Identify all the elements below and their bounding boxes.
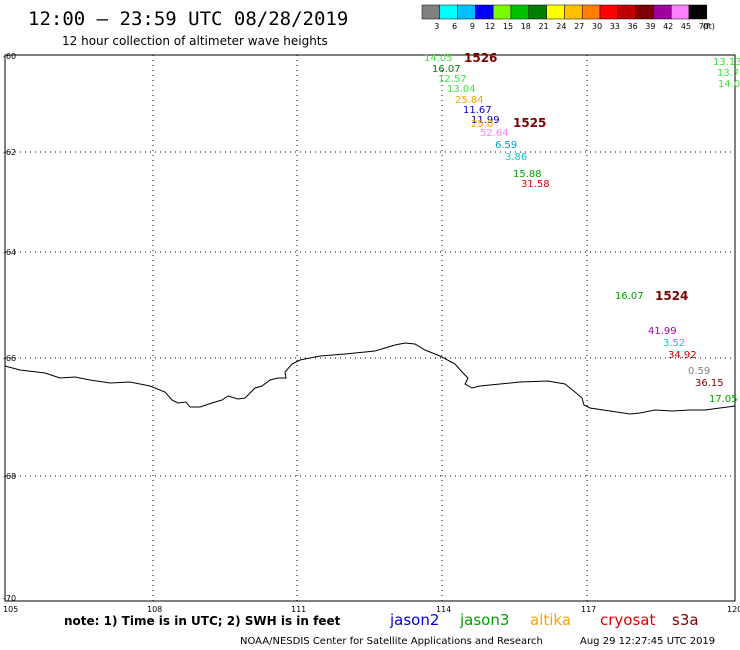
- legend-swatch: [617, 4, 636, 20]
- swh-value: 13.13: [713, 57, 740, 68]
- legend-label: 24: [556, 22, 566, 31]
- lon-label: 117: [581, 605, 596, 614]
- swh-value: 11.67: [463, 105, 492, 116]
- swh-value: 14.05: [424, 53, 453, 64]
- track-number: 1524: [655, 289, 688, 303]
- legend-swatch: [635, 4, 654, 20]
- swh-value: 3.86: [505, 152, 527, 163]
- lon-label: 120: [727, 605, 740, 614]
- swh-value: 36.15: [695, 378, 724, 389]
- satellite-cryosat: cryosat: [600, 611, 655, 629]
- map-title: 12:00 – 23:59 UTC 08/28/2019: [28, 8, 348, 30]
- legend-swatch: [599, 4, 619, 20]
- legend-swatch: [492, 4, 512, 20]
- color-legend: 3 6 9 12 15 18 21 24 27 30 33 36 39 42 45 70(ft): [421, 4, 715, 31]
- map-subtitle: 12 hour collection of altimeter wave hei…: [62, 34, 328, 48]
- legend-swatch: [546, 4, 565, 20]
- swh-value: 13.04: [447, 84, 476, 95]
- swh-value: 34.92: [668, 350, 697, 361]
- lon-label: 108: [147, 605, 162, 614]
- legend-swatch: [421, 4, 441, 20]
- credit-text: NOAA/NESDIS Center for Satellite Applica…: [240, 636, 543, 647]
- legend-label: 15: [503, 22, 513, 31]
- swh-value: 11.99: [471, 115, 500, 126]
- lat-label: -60: [3, 52, 16, 61]
- lat-label: -66: [3, 354, 16, 363]
- legend-swatch: [653, 4, 672, 20]
- satellite-jason2: jason2: [389, 611, 439, 629]
- track-number: 1526: [464, 51, 497, 65]
- swh-value: 16.07: [615, 291, 644, 302]
- lon-label: 105: [3, 605, 18, 614]
- legend-swatch: [688, 4, 708, 20]
- lat-label: -62: [3, 148, 16, 157]
- legend-swatch: [528, 4, 547, 20]
- swh-value: 6.59: [495, 140, 517, 151]
- legend-label: 6: [452, 22, 457, 31]
- legend-swatch: [564, 4, 583, 20]
- legend-label: 27: [574, 22, 584, 31]
- swh-value: 15.88: [513, 169, 542, 180]
- legend-swatch: [581, 4, 601, 20]
- legend-label: 42: [663, 22, 673, 31]
- legend-label: 21: [539, 22, 549, 31]
- legend-label: 9: [470, 22, 475, 31]
- lon-label: 111: [291, 605, 306, 614]
- legend-swatch: [439, 4, 458, 20]
- satellite-s3a: s3a: [672, 611, 699, 629]
- swh-value: 25.84: [455, 95, 484, 106]
- swh-value: 14.0: [718, 79, 740, 90]
- legend-swatch: [457, 4, 476, 20]
- legend-label: 30: [592, 22, 602, 31]
- map-frame: [4, 54, 736, 602]
- swh-value: 41.99: [648, 326, 677, 337]
- satellite-jason3: jason3: [459, 611, 509, 629]
- track-number: 1525: [513, 116, 546, 130]
- legend-swatch: [670, 4, 690, 20]
- swh-value: 25.0: [471, 119, 493, 130]
- swh-value: 0.59: [688, 366, 710, 377]
- legend-unit: (ft): [703, 22, 715, 31]
- legend-label: 36: [628, 22, 638, 31]
- swh-value: 17.05: [709, 394, 738, 405]
- coastline: [4, 342, 736, 415]
- swh-value: 16.07: [432, 64, 461, 75]
- swh-value: 12.57: [438, 74, 467, 85]
- legend-label: 45: [681, 22, 691, 31]
- lon-label: 114: [436, 605, 451, 614]
- swh-value: 13.7: [717, 68, 739, 79]
- legend-label: 33: [610, 22, 620, 31]
- satellite-altika: altika: [530, 611, 571, 629]
- legend-swatch: [475, 4, 494, 20]
- legend-swatch: [510, 4, 530, 20]
- legend-label: 39: [645, 22, 655, 31]
- lat-label: -64: [3, 248, 16, 257]
- legend-label: 12: [485, 22, 495, 31]
- swh-value: 31.58: [521, 179, 550, 190]
- legend-label: 18: [521, 22, 531, 31]
- swh-value: 52.64: [480, 128, 509, 139]
- legend-label: 70: [699, 22, 709, 31]
- graticule: [5, 55, 735, 601]
- lat-label: -68: [3, 472, 16, 481]
- legend-label: 3: [434, 22, 439, 31]
- swh-value: 3.52: [663, 338, 685, 349]
- generated-timestamp: Aug 29 12:27:45 UTC 2019: [580, 636, 715, 647]
- units-note: note: 1) Time is in UTC; 2) SWH is in fe…: [64, 614, 341, 628]
- lat-label: -70: [3, 594, 16, 603]
